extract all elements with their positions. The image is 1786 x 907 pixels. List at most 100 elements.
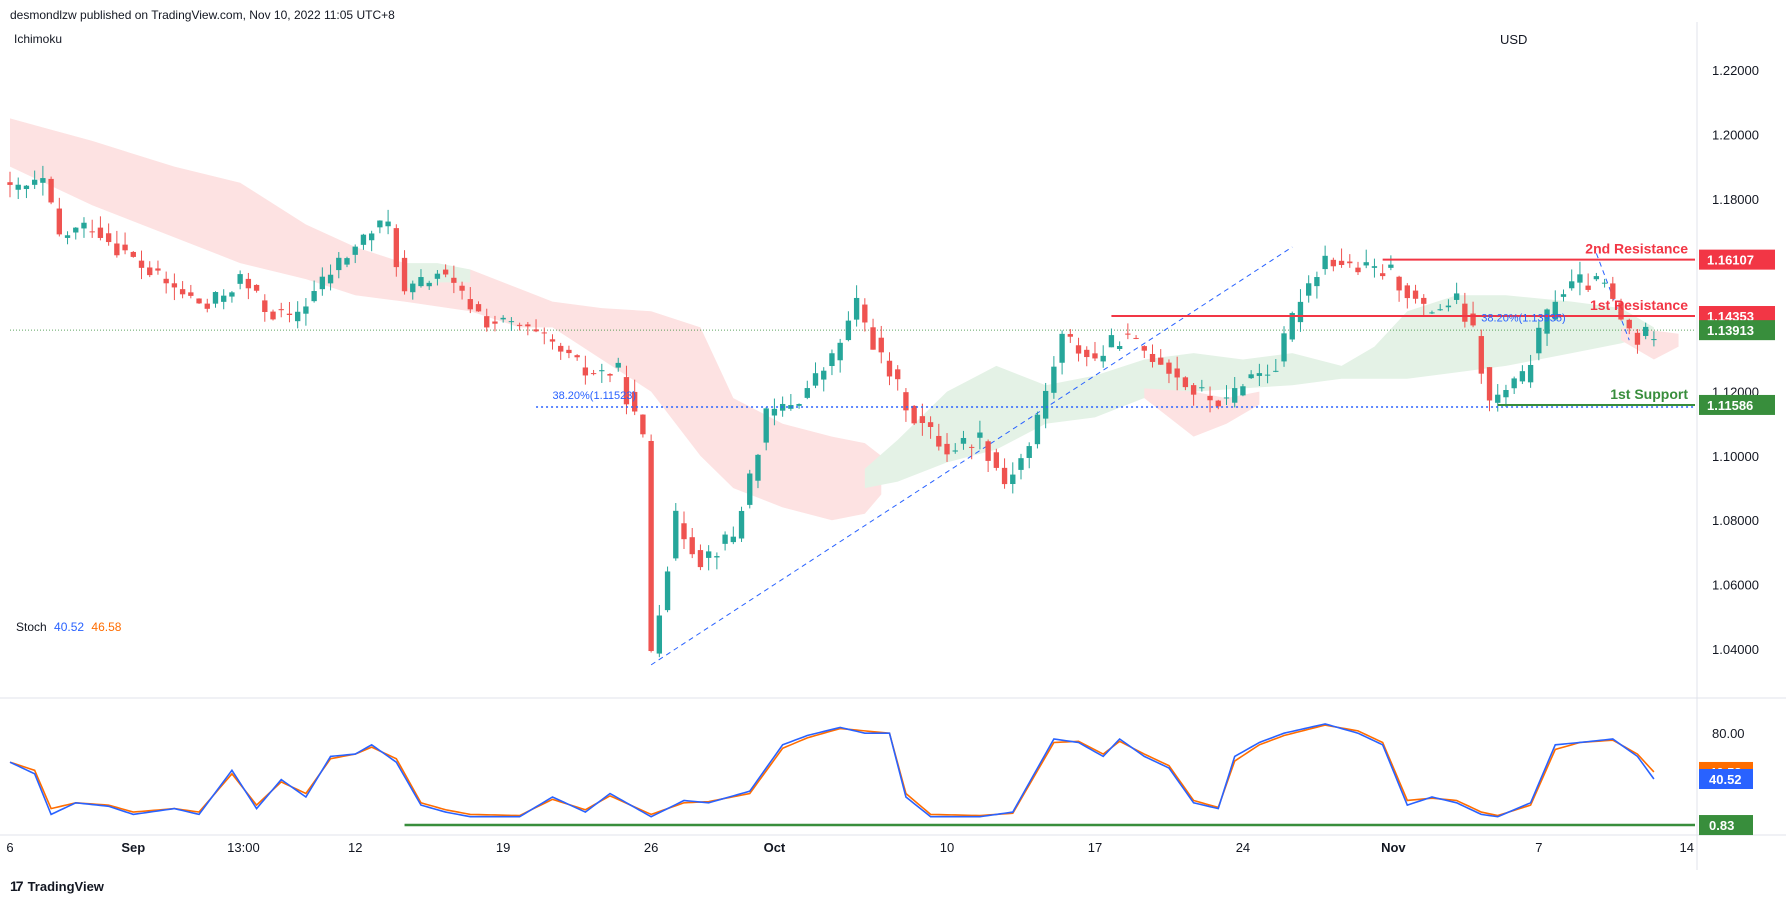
publisher-header: desmondlzw published on TradingView.com,… (10, 8, 395, 22)
time-tick: Oct (764, 840, 786, 855)
candle-body (73, 227, 79, 233)
candle-body (1330, 259, 1337, 267)
candle-body (311, 291, 317, 302)
time-tick: 10 (940, 840, 954, 855)
candle-body (1388, 264, 1394, 268)
candle-body (862, 304, 868, 323)
candle-body (114, 243, 120, 256)
candle-body (722, 534, 728, 544)
candle-body (681, 523, 687, 540)
candle-body (97, 227, 104, 238)
candle-body (1264, 374, 1271, 376)
candle-body (558, 345, 564, 352)
candle-body (1651, 339, 1657, 341)
candle-body (1034, 414, 1041, 445)
candle-body (829, 353, 835, 367)
time-tick: 19 (496, 840, 510, 855)
candle-body (155, 268, 161, 271)
candle-body (1092, 353, 1098, 359)
stoch-d-line (9, 724, 1655, 817)
candle-body (1232, 388, 1238, 403)
candle-body (442, 269, 449, 275)
time-tick: 7 (1535, 840, 1542, 855)
candle-body (1569, 281, 1575, 289)
candle-body (1289, 313, 1295, 340)
stoch-k-line (9, 723, 1655, 818)
candle-body (163, 278, 169, 284)
candle-body (434, 273, 441, 279)
candle-body (1059, 333, 1065, 363)
price-tick: 1.18000 (1712, 192, 1759, 207)
candle-body (229, 292, 235, 297)
candle-body (812, 373, 819, 386)
candle-body (1067, 334, 1073, 337)
candle-body (878, 337, 884, 353)
candle-body (895, 369, 901, 380)
candle-body (1108, 335, 1115, 348)
candle-body (1281, 333, 1287, 362)
candle-body (23, 185, 30, 190)
candle-body (632, 391, 638, 412)
candle-body (1560, 294, 1567, 297)
candle-body (1338, 260, 1345, 265)
candle-body (788, 405, 794, 409)
candle-body (1478, 336, 1484, 374)
currency-label: USD (1500, 32, 1528, 47)
candle-body (1125, 333, 1131, 335)
price-tick: 1.08000 (1712, 513, 1759, 528)
candle-body (689, 537, 695, 555)
candle-body (525, 324, 531, 327)
candle-body (1503, 390, 1509, 398)
candle-body (1634, 332, 1641, 345)
candle-body (566, 349, 572, 354)
candle-body (40, 178, 46, 183)
stoch-tick: 80.00 (1712, 726, 1745, 741)
fib-label: 38.20%(1.13935) (1481, 312, 1565, 324)
candle-body (1158, 357, 1164, 365)
candle-body (475, 304, 482, 312)
candle-body (919, 416, 926, 424)
candle-body (1149, 353, 1156, 362)
price-tag (1699, 394, 1775, 415)
candle-body (1256, 373, 1263, 376)
candle-body (336, 257, 342, 271)
candle-body (418, 277, 424, 287)
tradingview-logo[interactable]: 17 TradingView (10, 878, 104, 894)
candle-body (1486, 367, 1493, 401)
candle-body (705, 551, 712, 558)
candle-body (870, 327, 876, 350)
candle-body (1437, 309, 1443, 311)
candle-body (845, 320, 852, 341)
candle-body (1462, 303, 1468, 322)
candle-body (1355, 267, 1361, 273)
candle-body (1347, 261, 1353, 264)
candle-body (533, 329, 539, 332)
candle-body (262, 300, 268, 313)
candle-body (1552, 301, 1558, 320)
time-tick: 17 (1088, 840, 1102, 855)
candle-body (319, 276, 326, 290)
time-tick: 26 (644, 840, 658, 855)
stoch-tag-text: 40.52 (1709, 772, 1742, 787)
candle-body (1322, 255, 1328, 270)
candle-body (360, 234, 367, 245)
candle-body (1116, 345, 1123, 349)
candle-body (541, 332, 547, 334)
candle-body (1240, 386, 1246, 396)
candle-body (763, 408, 769, 443)
candle-body (344, 258, 350, 265)
stoch-legend[interactable]: Stoch 40.52 46.58 (16, 620, 121, 634)
candle-body (738, 510, 745, 539)
candle-body (89, 231, 95, 233)
indicator-label-ichimoku[interactable]: Ichimoku (14, 32, 63, 46)
price-tag-text: 1.11586 (1707, 398, 1753, 413)
candle-body (508, 321, 515, 323)
time-tick: Nov (1381, 840, 1406, 855)
candle-body (1610, 283, 1616, 299)
candle-body (944, 443, 950, 455)
candle-body (484, 316, 490, 328)
candle-body (1585, 285, 1591, 290)
resistance-label: 1st Resistance (1590, 297, 1688, 313)
candle-body (582, 367, 589, 376)
